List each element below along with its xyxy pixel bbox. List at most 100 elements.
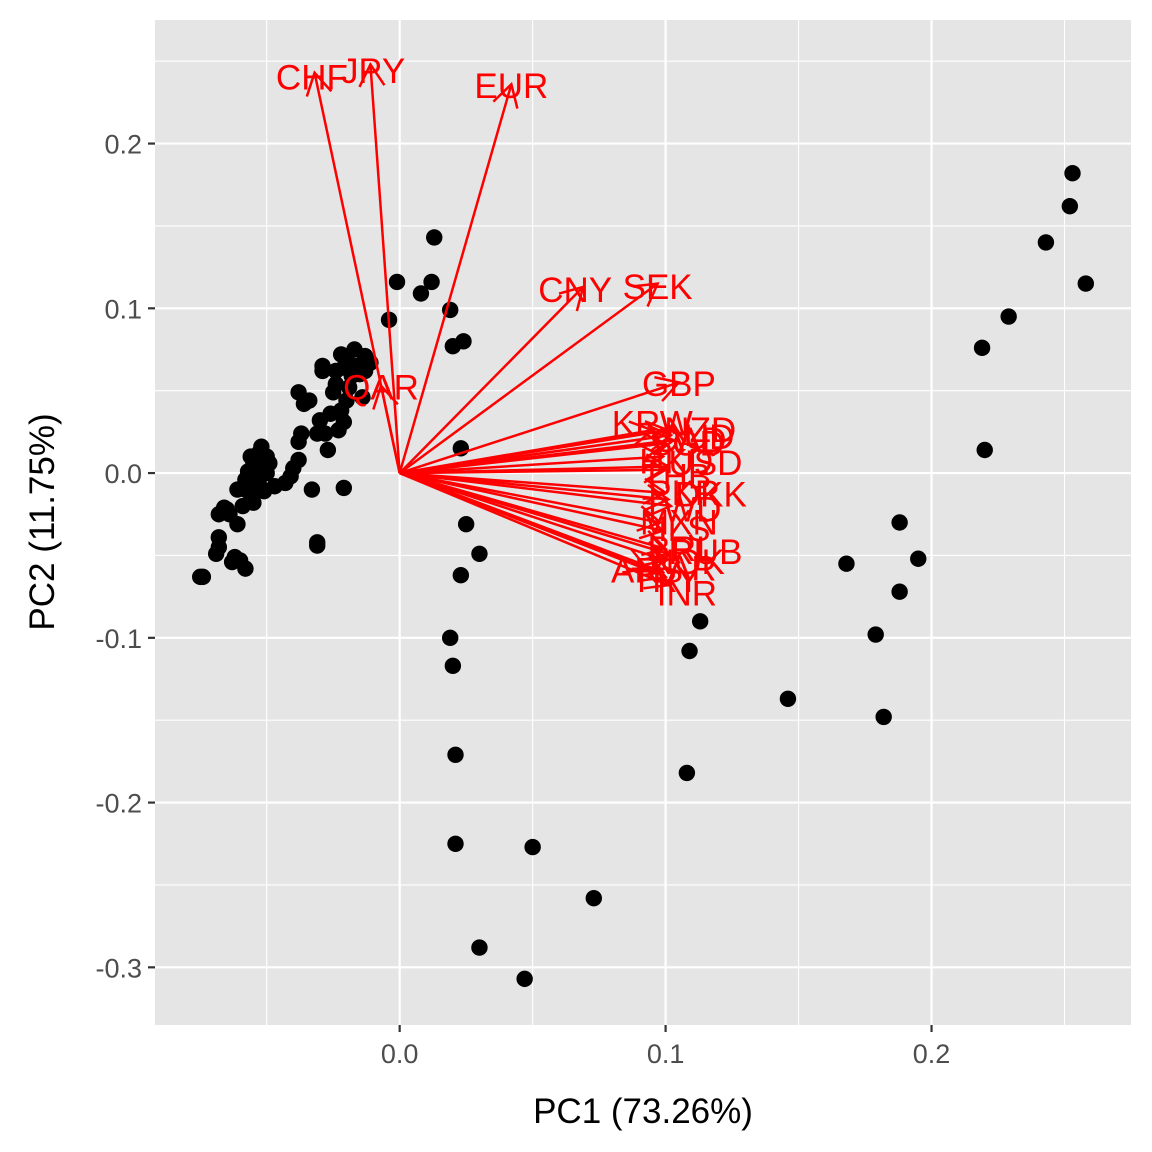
score-point <box>303 481 321 498</box>
score-point <box>290 451 307 469</box>
y-tick-label: -0.3 <box>95 953 142 983</box>
loading-label: NZD <box>664 411 736 450</box>
loading-arrow <box>398 285 585 474</box>
score-point <box>691 613 709 630</box>
loading-label: CNY <box>538 271 612 310</box>
score-point <box>1061 197 1079 215</box>
y-tick-label: 0.0 <box>104 459 142 489</box>
score-point <box>452 567 470 584</box>
score-point <box>681 642 698 660</box>
score-point <box>335 479 353 497</box>
loading-arrow <box>399 471 666 540</box>
loading-label: BRL <box>648 530 716 569</box>
score-point <box>976 441 993 459</box>
score-point <box>319 441 337 459</box>
loading-arrow <box>399 432 669 475</box>
score-point <box>423 273 440 291</box>
loading-arrow <box>399 456 669 484</box>
loading-label: ZAR <box>647 550 717 589</box>
loading-arrows <box>305 61 682 590</box>
loading-label: TRY <box>631 561 700 600</box>
score-point <box>441 629 459 647</box>
x-axis: 0.0 0.1 0.2 <box>381 1025 950 1069</box>
loading-label: HKD <box>639 443 713 482</box>
loading-label: JPY <box>341 52 405 91</box>
y-tick-label: -0.1 <box>95 624 142 654</box>
score-point <box>471 939 488 956</box>
loading-label: CAD <box>653 421 727 460</box>
score-point <box>309 537 326 554</box>
loading-arrow <box>398 282 660 475</box>
y-axis: -0.3 -0.2 -0.1 0.0 0.1 0.2 <box>95 130 155 983</box>
x-tick-label: 0.0 <box>381 1039 419 1069</box>
y-tick-label: -0.2 <box>95 789 142 819</box>
score-point <box>447 746 464 764</box>
y-tick-label: 0.2 <box>104 130 142 160</box>
score-point <box>314 357 331 375</box>
loading-label: NOK <box>649 543 725 582</box>
loading-label: SEK <box>623 268 693 307</box>
loading-label: USD <box>669 444 743 483</box>
loading-label: AUD <box>661 418 735 457</box>
x-axis-title: PC1 (73.26%) <box>533 1092 753 1131</box>
score-point <box>455 333 472 350</box>
score-points <box>192 165 1094 988</box>
score-point <box>678 764 696 782</box>
loading-label: KRW <box>612 405 693 444</box>
loading-label: QAR <box>343 368 419 407</box>
score-point <box>524 838 541 856</box>
score-point <box>229 515 246 533</box>
loading-arrow <box>399 471 674 517</box>
score-point <box>237 560 254 577</box>
loading-arrow <box>399 471 668 567</box>
score-point <box>335 413 353 431</box>
loading-label: THB <box>641 457 711 496</box>
score-point <box>457 515 475 533</box>
score-point <box>444 657 462 675</box>
score-point <box>245 494 262 511</box>
loading-label: INR <box>657 574 717 613</box>
score-point <box>1064 165 1081 182</box>
score-point <box>471 545 488 563</box>
score-point <box>875 708 892 726</box>
score-point <box>354 389 371 406</box>
score-point <box>891 514 908 531</box>
panel-background <box>155 20 1131 1025</box>
score-point <box>327 375 345 393</box>
score-point <box>301 392 318 409</box>
score-point <box>1077 275 1094 292</box>
score-point <box>779 690 797 707</box>
score-point <box>516 970 533 988</box>
x-tick-label: 0.1 <box>647 1039 685 1069</box>
loading-label: RUB <box>669 533 743 572</box>
score-point <box>891 583 908 600</box>
score-point <box>1000 308 1017 325</box>
loading-label: GBP <box>642 365 716 404</box>
score-point <box>426 229 443 246</box>
score-point <box>838 555 855 572</box>
score-point <box>973 339 991 357</box>
loading-arrow <box>398 81 519 474</box>
y-tick-label: 0.1 <box>104 294 142 324</box>
loading-arrow <box>358 61 401 474</box>
score-point <box>412 285 430 302</box>
loading-label: PKR <box>648 474 720 513</box>
score-point <box>293 425 310 442</box>
loading-label: SGD <box>649 424 725 463</box>
score-point <box>867 626 884 643</box>
loading-arrow <box>399 471 671 590</box>
loading-label: TWD <box>642 490 722 529</box>
loading-label: EUR <box>474 67 548 106</box>
loading-label: CHF <box>276 59 348 98</box>
score-point <box>210 529 228 546</box>
loading-label: ARS <box>611 551 683 590</box>
loading-label: MXN <box>640 504 718 543</box>
y-axis-title: PC2 (11.75%) <box>23 413 62 630</box>
score-point <box>338 392 355 409</box>
score-point <box>317 425 334 442</box>
score-point <box>910 550 927 567</box>
score-point <box>585 889 603 907</box>
score-point <box>194 568 212 586</box>
